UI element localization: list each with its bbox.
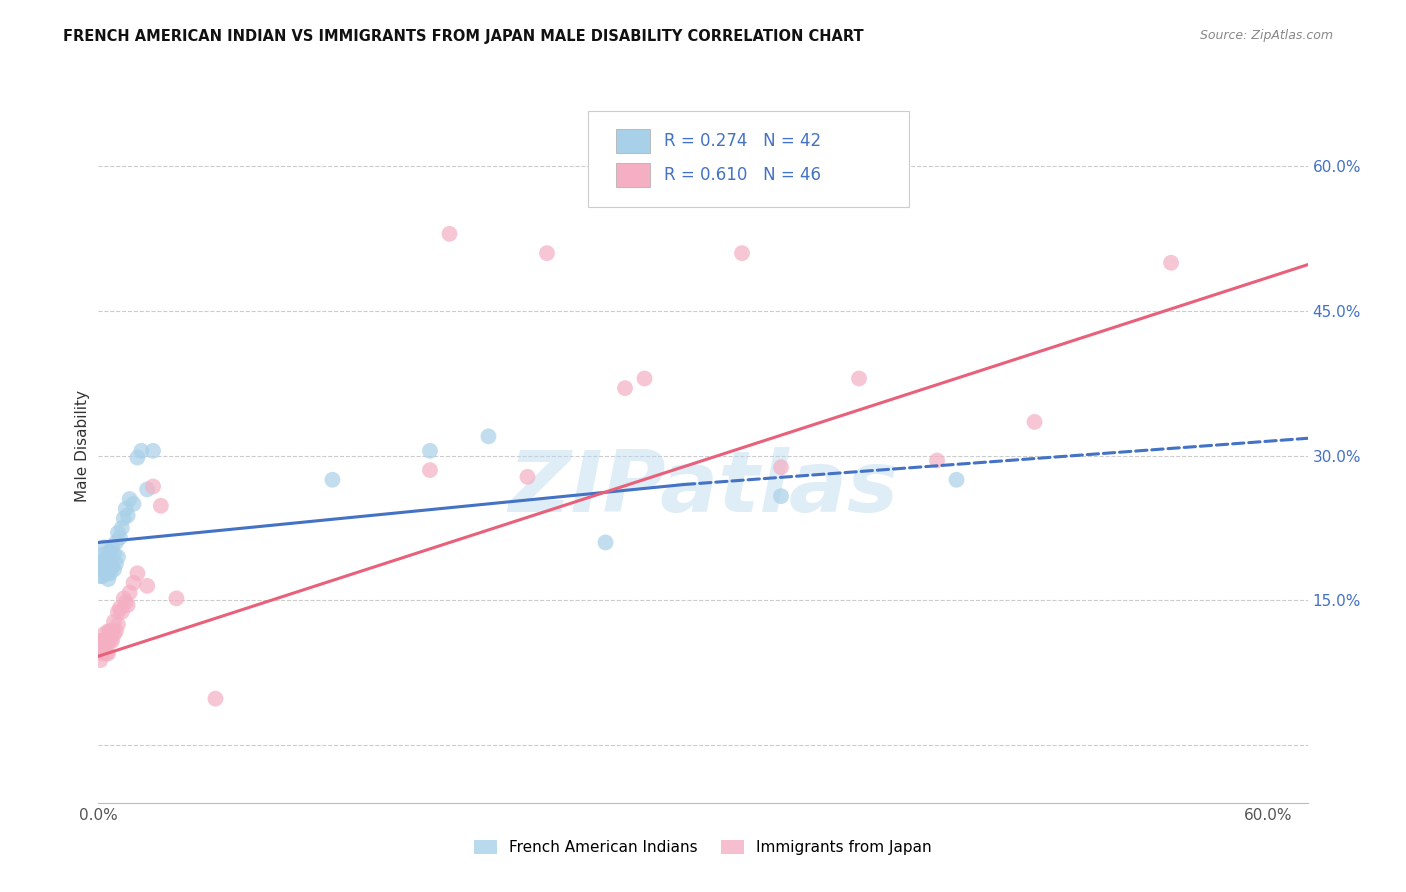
Point bbox=[107, 617, 129, 632]
Point bbox=[101, 624, 124, 639]
Point bbox=[97, 633, 120, 648]
Point bbox=[98, 545, 121, 559]
Point bbox=[419, 443, 441, 458]
Point bbox=[107, 605, 129, 619]
Point bbox=[111, 521, 134, 535]
Point bbox=[118, 491, 141, 506]
Point bbox=[633, 371, 655, 385]
Point bbox=[848, 371, 870, 385]
Point bbox=[96, 553, 118, 567]
Text: FRENCH AMERICAN INDIAN VS IMMIGRANTS FROM JAPAN MALE DISABILITY CORRELATION CHAR: FRENCH AMERICAN INDIAN VS IMMIGRANTS FRO… bbox=[63, 29, 863, 44]
Point bbox=[101, 633, 124, 648]
Point bbox=[107, 549, 129, 564]
Point bbox=[136, 483, 159, 497]
Point bbox=[111, 605, 134, 619]
Point bbox=[91, 646, 114, 660]
Point bbox=[93, 643, 115, 657]
Point bbox=[127, 450, 149, 465]
Point bbox=[103, 615, 125, 629]
Point bbox=[104, 557, 127, 571]
Point bbox=[103, 547, 125, 561]
Y-axis label: Male Disability: Male Disability bbox=[75, 390, 90, 502]
Point bbox=[97, 549, 120, 564]
Point bbox=[536, 246, 558, 260]
Point bbox=[149, 499, 172, 513]
Point bbox=[101, 559, 124, 574]
Point bbox=[103, 562, 125, 576]
Text: Source: ZipAtlas.com: Source: ZipAtlas.com bbox=[1199, 29, 1333, 42]
Point bbox=[136, 579, 159, 593]
Point bbox=[108, 531, 131, 545]
Point bbox=[89, 653, 111, 667]
Text: R = 0.274   N = 42: R = 0.274 N = 42 bbox=[664, 132, 821, 151]
Point bbox=[101, 541, 124, 555]
Point bbox=[89, 633, 111, 648]
FancyBboxPatch shape bbox=[616, 129, 650, 153]
Point bbox=[98, 566, 121, 581]
Point bbox=[89, 569, 111, 583]
Point bbox=[595, 535, 617, 549]
Point bbox=[204, 691, 226, 706]
Point bbox=[91, 569, 114, 583]
Point bbox=[117, 598, 139, 612]
Point bbox=[96, 566, 118, 581]
Point bbox=[93, 627, 115, 641]
Point bbox=[97, 572, 120, 586]
Point bbox=[93, 541, 115, 555]
Point bbox=[142, 443, 165, 458]
Point bbox=[477, 429, 499, 443]
Legend: French American Indians, Immigrants from Japan: French American Indians, Immigrants from… bbox=[467, 832, 939, 863]
Point bbox=[769, 460, 792, 475]
FancyBboxPatch shape bbox=[616, 163, 650, 187]
Point bbox=[104, 535, 127, 549]
Point bbox=[114, 501, 136, 516]
Point bbox=[117, 508, 139, 523]
Text: ZIPatlas: ZIPatlas bbox=[508, 447, 898, 531]
Point bbox=[108, 601, 131, 615]
Point bbox=[97, 646, 120, 660]
Point bbox=[91, 562, 114, 576]
Point bbox=[516, 470, 538, 484]
Point bbox=[731, 246, 754, 260]
Point bbox=[122, 576, 145, 591]
Point bbox=[165, 591, 187, 606]
FancyBboxPatch shape bbox=[588, 111, 908, 207]
Point bbox=[98, 633, 121, 648]
Point bbox=[1024, 415, 1046, 429]
Point bbox=[118, 585, 141, 599]
Point bbox=[114, 595, 136, 609]
Point bbox=[91, 559, 114, 574]
Point bbox=[96, 633, 118, 648]
Point bbox=[97, 624, 120, 639]
Point bbox=[104, 624, 127, 639]
Point bbox=[97, 559, 120, 574]
Point bbox=[96, 646, 118, 660]
Point bbox=[98, 624, 121, 639]
Point bbox=[93, 559, 115, 574]
Point bbox=[89, 555, 111, 569]
Point bbox=[769, 489, 792, 503]
Point bbox=[142, 479, 165, 493]
Point bbox=[103, 627, 125, 641]
Point bbox=[89, 643, 111, 657]
Point bbox=[98, 557, 121, 571]
Point bbox=[1160, 256, 1182, 270]
Point bbox=[925, 453, 948, 467]
Point bbox=[614, 381, 637, 395]
Point bbox=[945, 473, 967, 487]
Point bbox=[107, 525, 129, 540]
Text: R = 0.610   N = 46: R = 0.610 N = 46 bbox=[664, 166, 821, 184]
Point bbox=[439, 227, 461, 241]
Point bbox=[131, 443, 153, 458]
Point bbox=[321, 473, 343, 487]
Point bbox=[91, 633, 114, 648]
Point bbox=[96, 557, 118, 571]
Point bbox=[112, 511, 135, 525]
Point bbox=[419, 463, 441, 477]
Point bbox=[122, 497, 145, 511]
Point bbox=[127, 566, 149, 581]
Point bbox=[112, 591, 135, 606]
Point bbox=[93, 547, 115, 561]
